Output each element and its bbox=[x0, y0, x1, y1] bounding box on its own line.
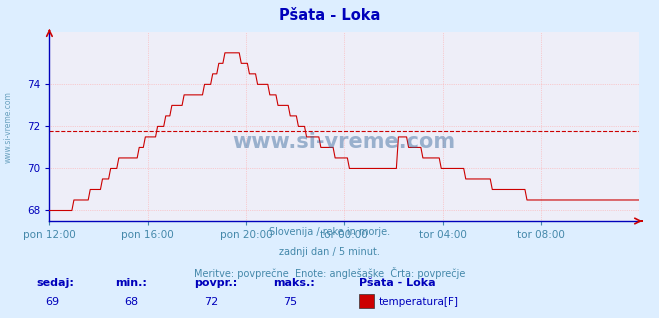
Text: Pšata - Loka: Pšata - Loka bbox=[359, 278, 436, 288]
Text: 75: 75 bbox=[283, 297, 297, 307]
Text: 72: 72 bbox=[204, 297, 218, 307]
Text: povpr.:: povpr.: bbox=[194, 278, 238, 288]
Text: temperatura[F]: temperatura[F] bbox=[379, 297, 459, 307]
Text: Meritve: povprečne  Enote: anglešaške  Črta: povprečje: Meritve: povprečne Enote: anglešaške Črt… bbox=[194, 267, 465, 279]
Text: min.:: min.: bbox=[115, 278, 147, 288]
Text: Pšata - Loka: Pšata - Loka bbox=[279, 8, 380, 23]
Text: www.si-vreme.com: www.si-vreme.com bbox=[233, 132, 456, 152]
Text: Slovenija / reke in morje.: Slovenija / reke in morje. bbox=[269, 227, 390, 237]
Text: maks.:: maks.: bbox=[273, 278, 315, 288]
Text: sedaj:: sedaj: bbox=[36, 278, 74, 288]
Text: 68: 68 bbox=[125, 297, 139, 307]
Text: 69: 69 bbox=[45, 297, 60, 307]
Text: www.si-vreme.com: www.si-vreme.com bbox=[3, 91, 13, 163]
Text: zadnji dan / 5 minut.: zadnji dan / 5 minut. bbox=[279, 247, 380, 257]
